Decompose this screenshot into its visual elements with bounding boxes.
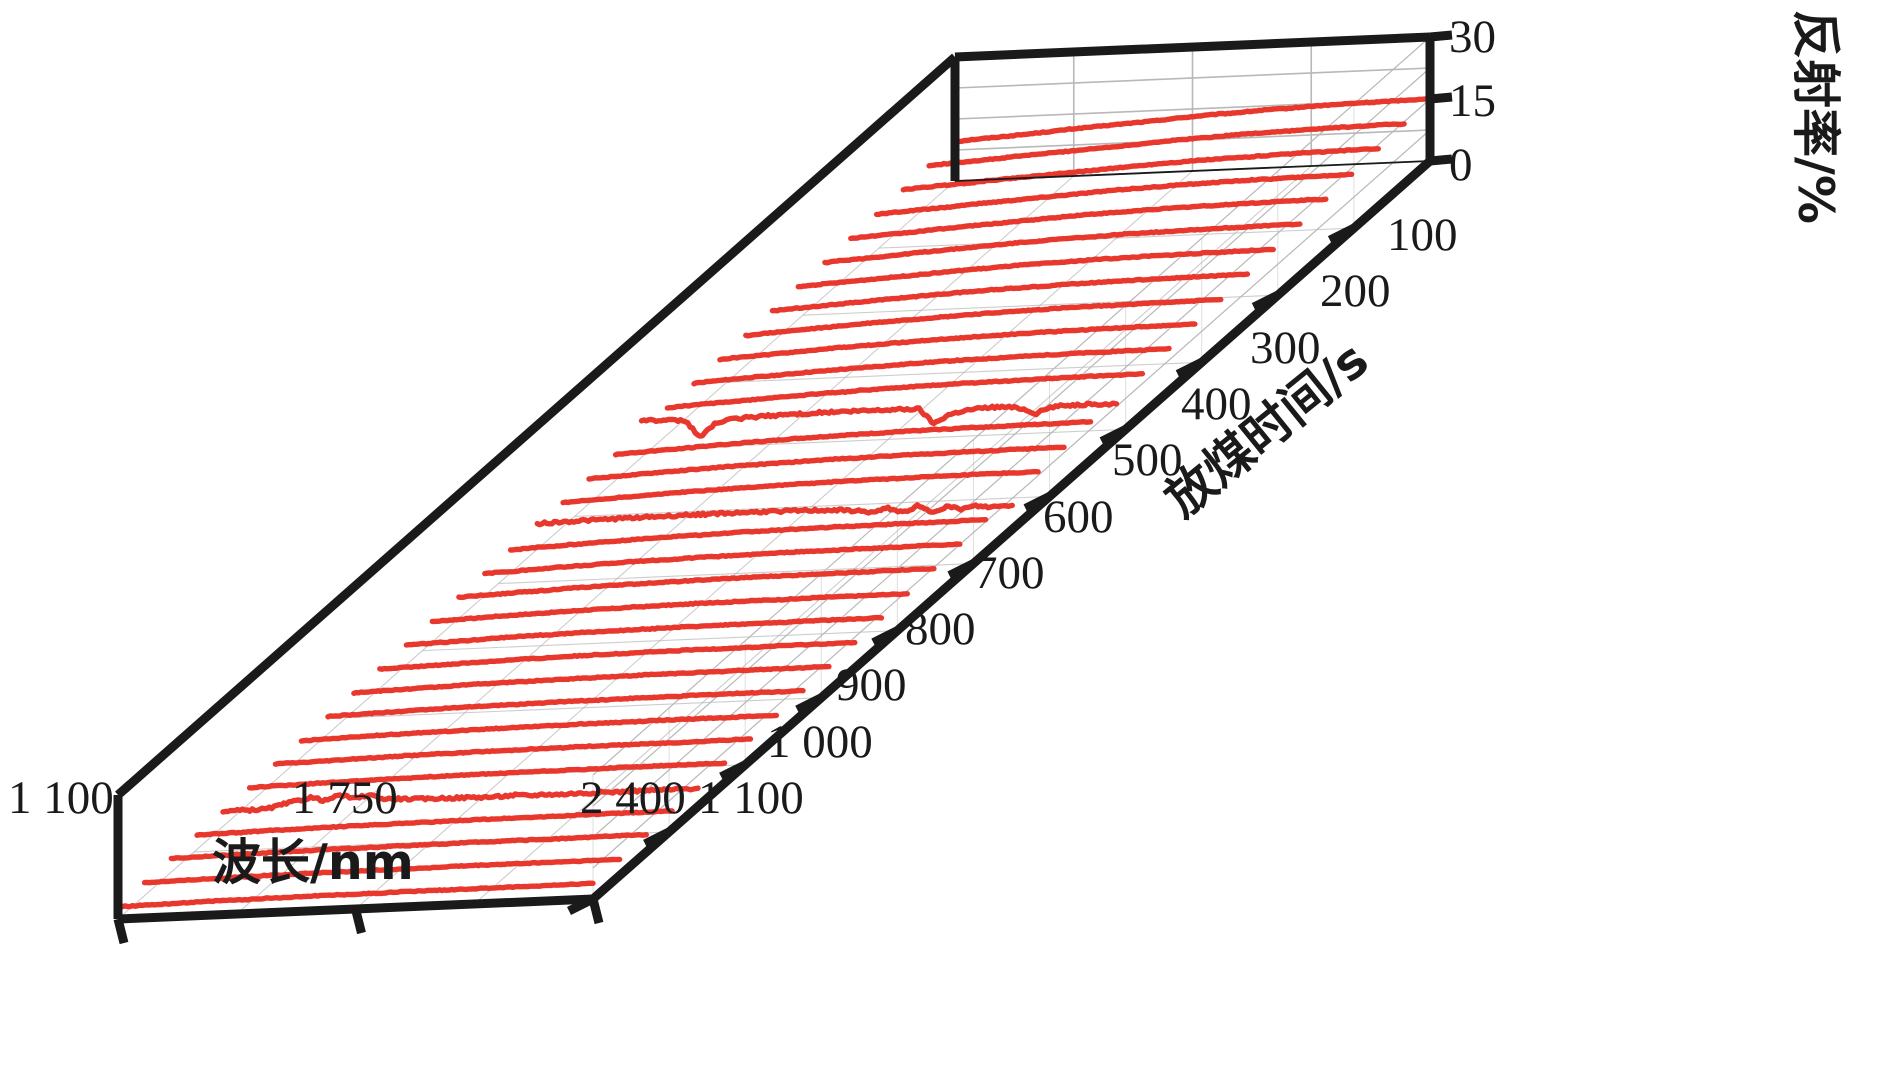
x-axis-title: 波长/nm bbox=[212, 834, 414, 891]
z-tick-0: 0 bbox=[1449, 139, 1473, 191]
y-tick-800: 800 bbox=[905, 603, 976, 655]
y-tick-400: 400 bbox=[1181, 378, 1252, 430]
y-tick-1000: 1 000 bbox=[767, 716, 873, 768]
y-tick-900: 900 bbox=[836, 659, 907, 711]
y-tick-600: 600 bbox=[1043, 491, 1114, 543]
x-tick-1100: 1 100 bbox=[8, 772, 114, 824]
y-tick-700: 700 bbox=[974, 547, 1045, 599]
y-tick-1100: 1 100 bbox=[698, 772, 804, 824]
z-tick-15: 15 bbox=[1449, 75, 1496, 127]
y-tick-500: 500 bbox=[1112, 434, 1183, 486]
y-tick-200: 200 bbox=[1320, 265, 1391, 317]
y-tick-100: 100 bbox=[1387, 209, 1458, 261]
spectral-traces bbox=[115, 96, 1433, 910]
y-tick-300: 300 bbox=[1250, 322, 1321, 374]
x-tick-2400: 2 400 bbox=[580, 772, 686, 824]
z-axis-title: 反射率/% bbox=[1787, 10, 1844, 224]
x-tick-1750: 1 750 bbox=[292, 772, 398, 824]
z-tick-30: 30 bbox=[1449, 11, 1496, 63]
axis-tick-marks bbox=[113, 30, 1453, 945]
